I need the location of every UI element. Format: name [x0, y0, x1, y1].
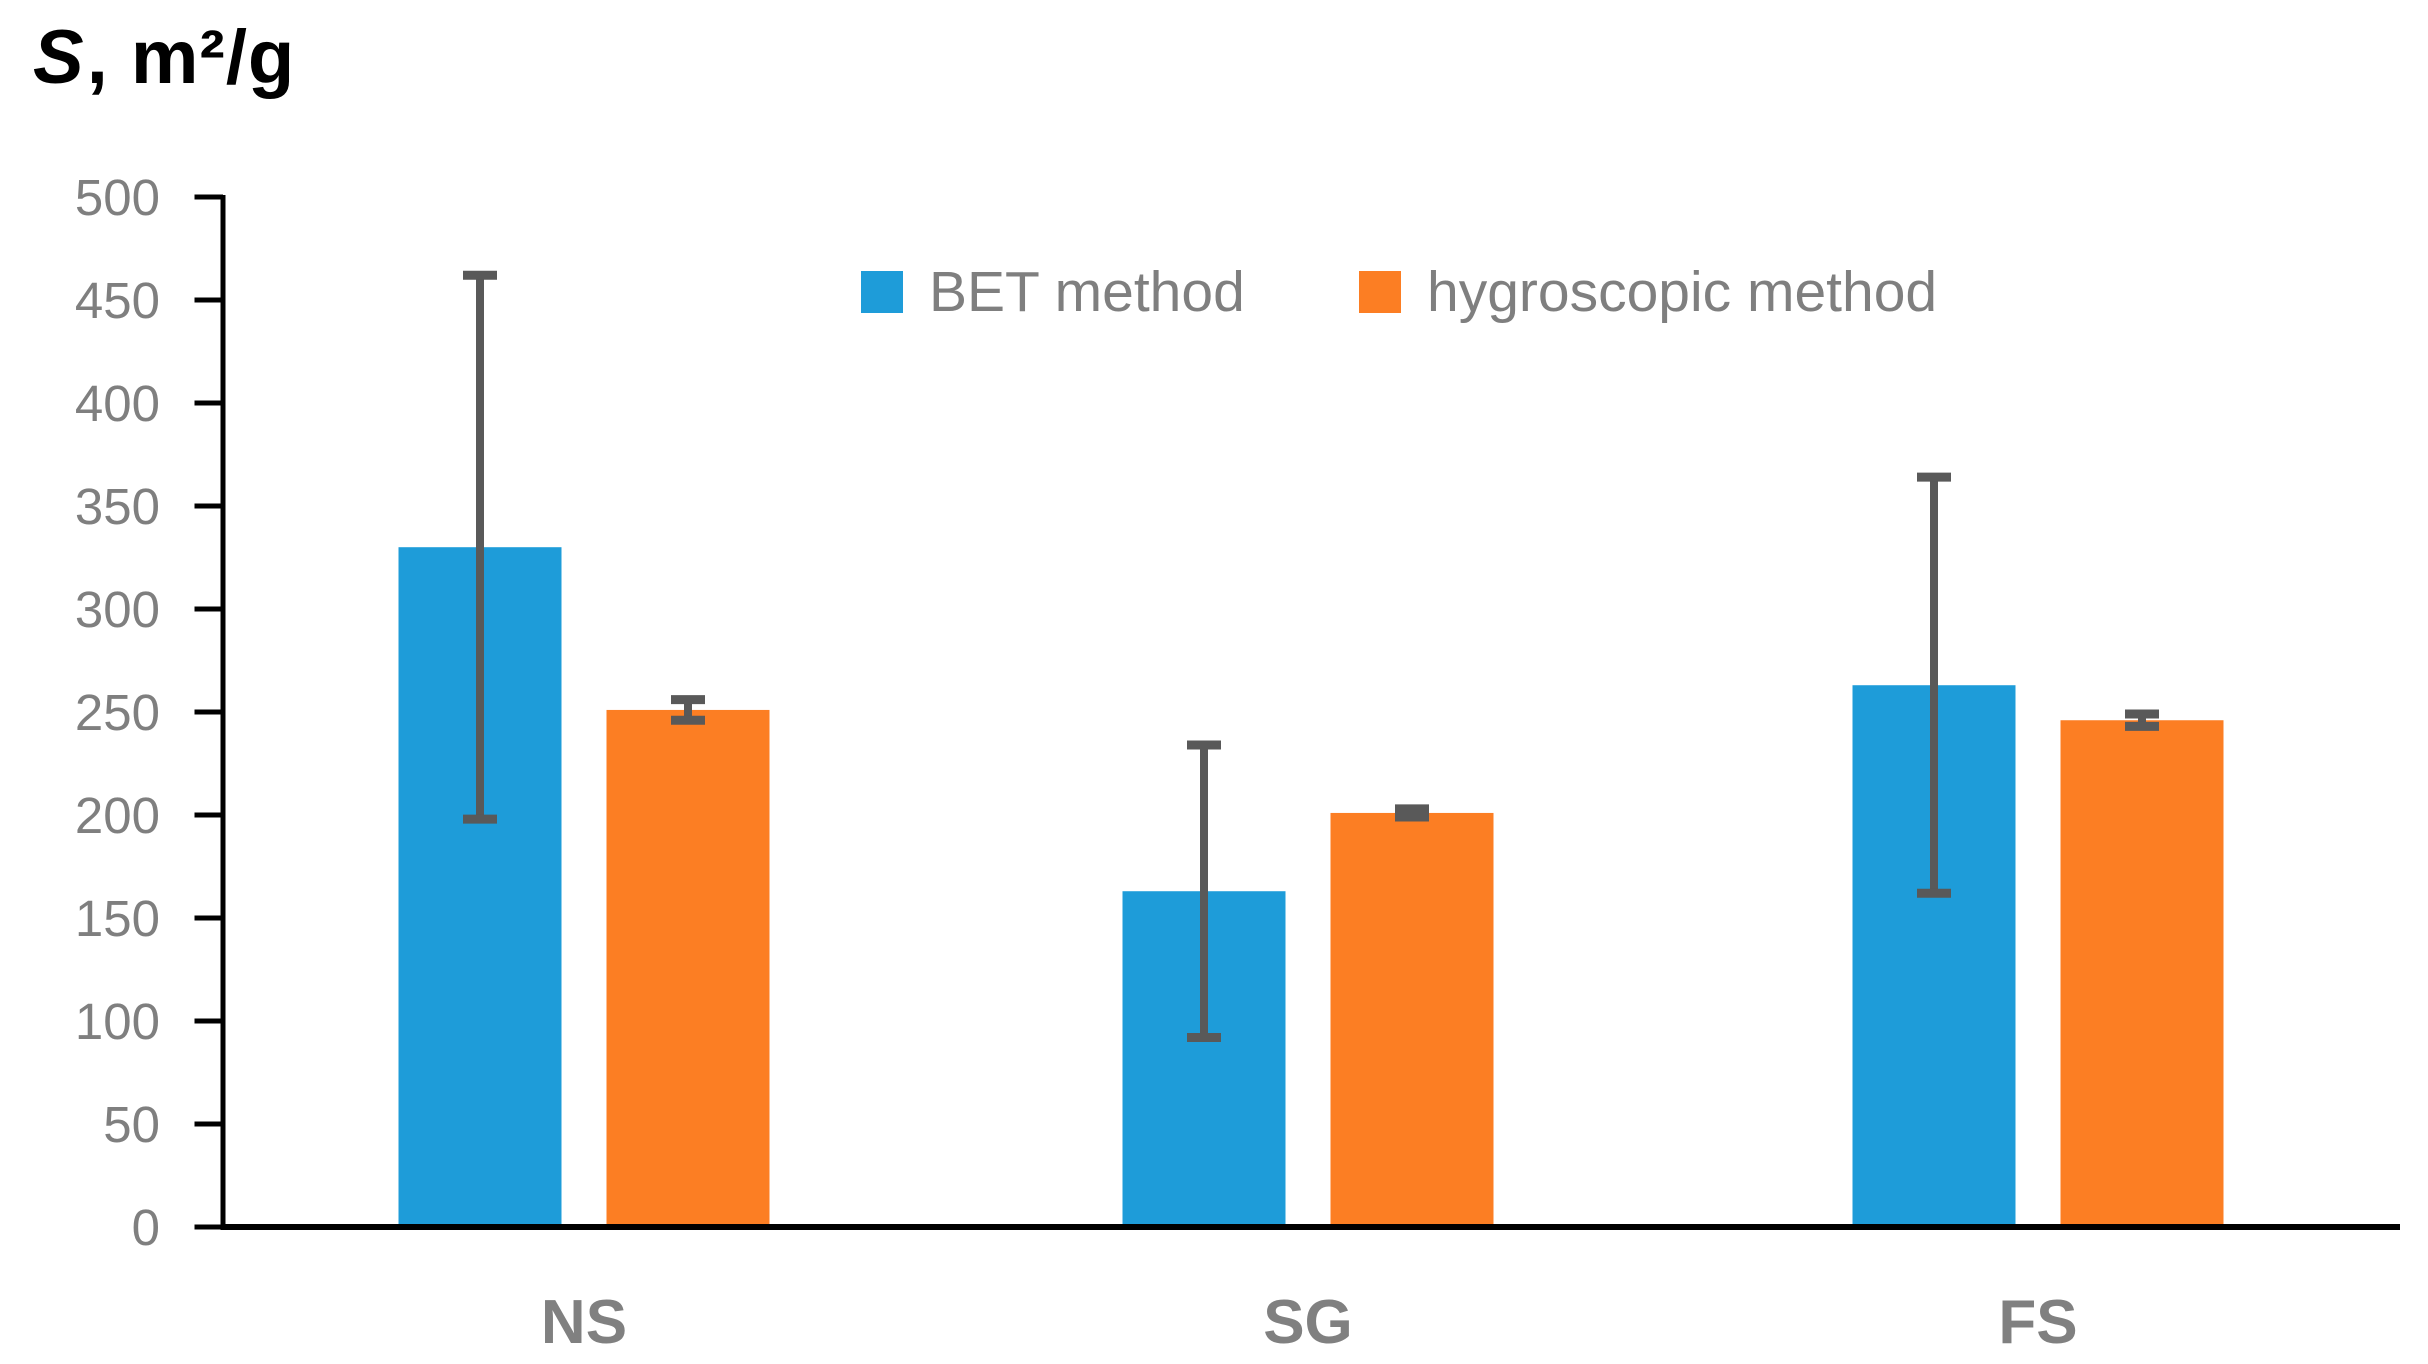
legend-swatch-hygroscopic-method — [1359, 271, 1401, 313]
y-tick-label-250: 250 — [75, 684, 160, 741]
legend-swatch-bet-method — [861, 271, 903, 313]
bar-NS-hygroscopic-method — [606, 709, 770, 1227]
y-tick-label-150: 150 — [75, 890, 160, 947]
y-tick-label-0: 0 — [132, 1199, 160, 1256]
legend-label-hygroscopic-method: hygroscopic method — [1427, 260, 1938, 324]
y-axis-title: S, m²/g — [33, 14, 295, 101]
y-tick-label-450: 450 — [75, 272, 160, 329]
x-category-label-FS: FS — [1998, 1288, 2077, 1357]
legend-item-bet-method: BET method — [861, 260, 1245, 324]
bar-SG-hygroscopic-method — [1330, 812, 1494, 1227]
y-axis-title-symbol: S — [33, 15, 85, 100]
x-category-label-NS: NS — [541, 1288, 627, 1357]
y-tick-label-100: 100 — [75, 993, 160, 1050]
y-axis-title-units: , m²/g — [86, 15, 296, 100]
x-category-label-SG: SG — [1263, 1288, 1353, 1357]
y-tick-label-400: 400 — [75, 375, 160, 432]
y-tick-label-300: 300 — [75, 581, 160, 638]
y-tick-label-500: 500 — [75, 169, 160, 226]
y-tick-label-350: 350 — [75, 478, 160, 535]
bar-FS-hygroscopic-method — [2060, 720, 2224, 1227]
legend-label-bet-method: BET method — [929, 260, 1245, 324]
y-tick-label-200: 200 — [75, 787, 160, 844]
y-tick-label-50: 50 — [103, 1096, 160, 1153]
legend-item-hygroscopic-method: hygroscopic method — [1359, 260, 1938, 324]
